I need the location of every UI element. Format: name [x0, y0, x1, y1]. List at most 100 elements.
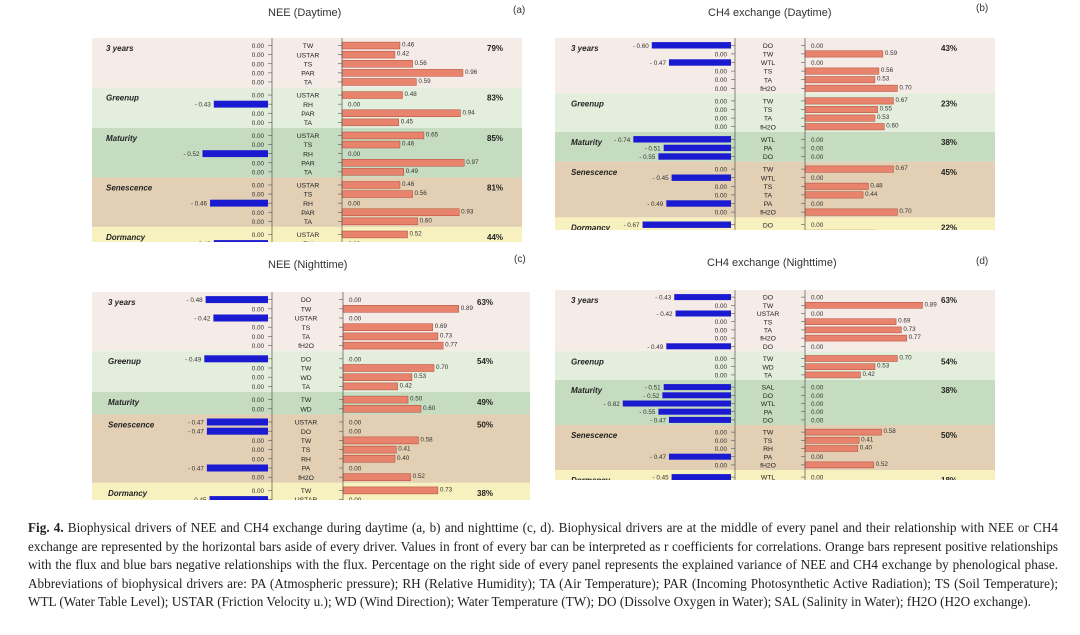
phase-label: Senescence — [106, 183, 153, 192]
bar-positive — [341, 78, 417, 86]
bar-value-label: 0.77 — [445, 342, 458, 349]
driver-label: TS — [764, 107, 773, 114]
bar-positive — [341, 190, 413, 198]
zero-label: 0.00 — [252, 447, 265, 454]
zero-label: 0.00 — [715, 77, 728, 84]
driver-label: RH — [303, 241, 313, 242]
driver-label: TS — [764, 69, 773, 76]
phase-label: 3 years — [108, 298, 136, 307]
zero-label: 0.00 — [252, 142, 265, 149]
bar-positive — [342, 455, 396, 463]
bar-value-label: 0.89 — [924, 301, 937, 308]
bar-positive — [342, 364, 435, 372]
bar-positive — [804, 50, 884, 58]
phase-band-1 — [555, 351, 995, 380]
driver-label: WTL — [761, 401, 776, 408]
bar-value-label: - 0.48 — [186, 297, 203, 304]
bar-value-label: 0.67 — [895, 97, 908, 104]
bar-negative — [674, 294, 731, 301]
driver-label: TS — [764, 438, 773, 445]
bar-value-label: 0.56 — [881, 67, 894, 74]
panel-c-chart: 3 years 63% DO - 0.48 0.00 TW 0.00 0.89 USTAR - 0… — [92, 292, 530, 500]
zero-label: 0.00 — [811, 175, 824, 182]
bar-value-label: 0.77 — [909, 334, 922, 341]
bar-value-label: 0.60 — [423, 405, 436, 412]
bar-positive — [804, 165, 894, 173]
bar-positive — [804, 437, 860, 444]
zero-label: 0.00 — [715, 167, 728, 174]
driver-label: DO — [763, 418, 773, 425]
zero-label: 0.00 — [349, 420, 362, 427]
zero-label: 0.00 — [715, 462, 728, 469]
bar-negative — [668, 453, 731, 460]
bar-value-label: - 0.47 — [188, 420, 205, 427]
bar-value-label: 0.59 — [418, 78, 431, 85]
bar-positive — [341, 217, 418, 226]
driver-label: fH2O — [760, 124, 776, 131]
phase-band-4 — [92, 226, 522, 242]
driver-label: TW — [763, 303, 774, 310]
bar-value-label: 0.56 — [415, 60, 428, 67]
bar-value-label: - 0.51 — [645, 145, 662, 152]
bar-value-label: 0.60 — [420, 217, 433, 224]
phase-label: Greenup — [571, 100, 604, 109]
driver-label: DO — [763, 393, 773, 400]
bar-negative — [671, 474, 731, 480]
bar-negative — [668, 59, 731, 66]
panel-c-title: NEE (Nighttime) — [268, 259, 348, 271]
bar-positive — [804, 208, 898, 216]
bar-positive — [804, 106, 878, 113]
zero-label: 0.00 — [252, 219, 265, 226]
bar-value-label: 0.42 — [397, 51, 410, 58]
driver-label: TW — [301, 366, 312, 373]
zero-label: 0.00 — [715, 86, 728, 93]
zero-label: 0.00 — [715, 372, 728, 379]
driver-label: DO — [301, 429, 311, 436]
driver-label: fH2O — [760, 336, 776, 343]
driver-label: PAR — [301, 111, 315, 118]
phase-band-2 — [92, 127, 522, 178]
zero-label: 0.00 — [252, 192, 265, 199]
phase-band-1 — [92, 87, 522, 128]
bar-positive — [341, 41, 401, 50]
zero-label: 0.00 — [252, 93, 265, 100]
phase-label: Dormancy — [108, 489, 148, 498]
phase-band-2 — [555, 132, 995, 162]
bar-value-label: 0.70 — [436, 364, 449, 371]
bar-negative — [213, 240, 268, 242]
driver-label: DO — [763, 154, 773, 161]
bar-positive — [342, 305, 459, 313]
bar-value-label: 0.52 — [410, 230, 423, 237]
bar-positive — [804, 371, 861, 379]
bar-positive — [804, 326, 902, 334]
driver-label: PAR — [301, 160, 315, 167]
phase-label: Maturity — [108, 398, 140, 407]
phase-label: 3 years — [571, 44, 599, 53]
bar-negative — [666, 200, 731, 207]
phase-label: Senescence — [108, 420, 155, 429]
panel-a-title: NEE (Daytime) — [268, 7, 342, 19]
phase-variance: 38% — [477, 489, 493, 498]
phase-label: Senescence — [571, 168, 618, 177]
bar-value-label: - 0.43 — [195, 102, 212, 109]
driver-label: DO — [763, 43, 773, 50]
bar-value-label: 0.49 — [406, 168, 419, 175]
zero-label: 0.00 — [252, 43, 265, 50]
bar-positive — [342, 445, 397, 454]
bar-negative — [658, 408, 731, 415]
zero-label: 0.00 — [811, 475, 824, 480]
driver-label: RH — [301, 456, 311, 463]
phase-band-3 — [92, 177, 522, 227]
bar-negative — [633, 136, 731, 143]
driver-label: TS — [764, 184, 773, 191]
bar-value-label: 0.70 — [899, 208, 912, 215]
driver-label: TW — [301, 438, 312, 445]
bar-value-label: - 0.47 — [650, 60, 667, 67]
driver-label: TS — [304, 142, 313, 149]
panel-c-letter: (c) — [514, 254, 526, 265]
phase-band-0 — [555, 290, 995, 352]
driver-label: DO — [763, 344, 773, 351]
bar-negative — [213, 314, 268, 322]
zero-label: 0.00 — [715, 356, 728, 363]
zero-label: 0.00 — [252, 133, 265, 140]
